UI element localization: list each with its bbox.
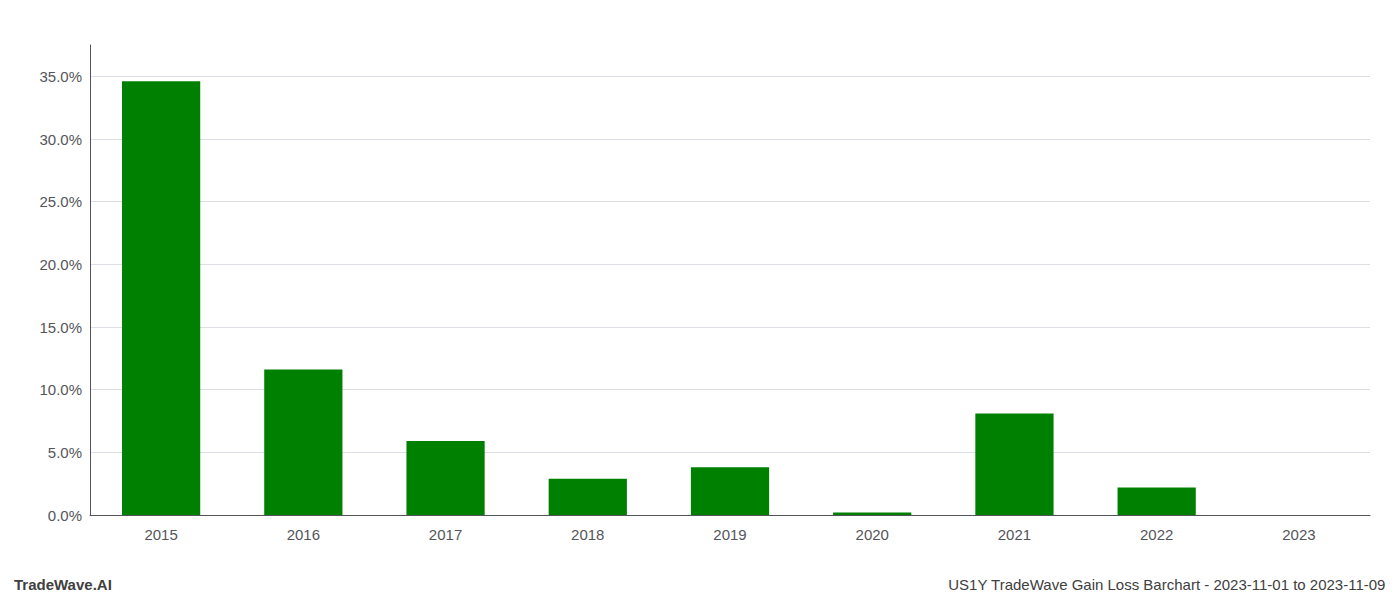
svg-text:2018: 2018 [571,526,604,543]
svg-text:30.0%: 30.0% [39,131,82,148]
svg-text:0.0%: 0.0% [48,507,82,524]
svg-text:15.0%: 15.0% [39,319,82,336]
svg-text:2023: 2023 [1282,526,1315,543]
svg-text:2017: 2017 [429,526,462,543]
svg-text:2016: 2016 [287,526,320,543]
svg-text:25.0%: 25.0% [39,193,82,210]
svg-text:2020: 2020 [856,526,889,543]
svg-text:TradeWave.AI: TradeWave.AI [14,576,112,593]
svg-text:2022: 2022 [1140,526,1173,543]
svg-text:35.0%: 35.0% [39,68,82,85]
svg-text:5.0%: 5.0% [48,444,82,461]
svg-text:20.0%: 20.0% [39,256,82,273]
svg-text:10.0%: 10.0% [39,381,82,398]
svg-text:2021: 2021 [998,526,1031,543]
svg-text:US1Y TradeWave Gain Loss Barch: US1Y TradeWave Gain Loss Barchart - 2023… [948,576,1385,593]
svg-text:2019: 2019 [713,526,746,543]
svg-text:2015: 2015 [144,526,177,543]
